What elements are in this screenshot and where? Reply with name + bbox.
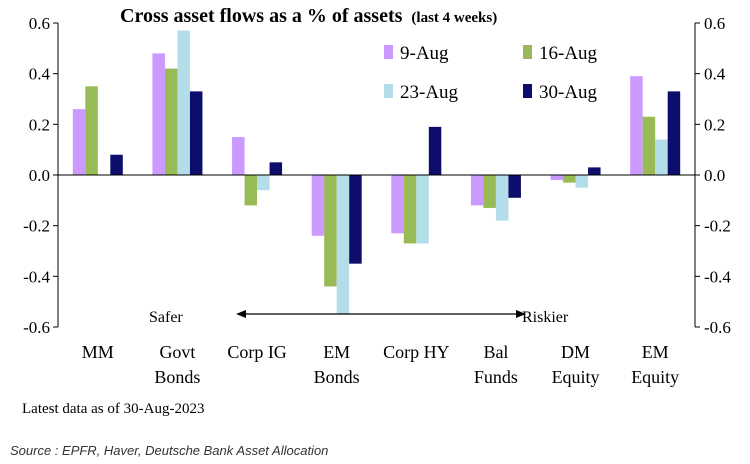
y-tick-label-right: 0.2 [704,115,725,134]
bar-30-aug [189,91,203,175]
y-tick-label-left: -0.6 [23,318,50,337]
y-tick-label-right: 0.0 [704,166,725,185]
category-label: Equity [552,367,600,387]
y-tick-label-right: -0.2 [704,217,731,236]
risk-arrow-head-left [236,310,246,318]
riskier-label: Riskier [522,309,569,326]
bar-30-aug [428,126,442,175]
bar-30-aug [588,167,601,175]
legend-label: 9-Aug [400,43,449,64]
bar-16-aug [85,86,98,175]
legend-swatch [384,84,393,98]
bar-9-aug [311,175,325,236]
y-tick-label-right: 0.6 [704,14,725,33]
bar-23-aug [177,30,190,175]
category-label: DM [561,342,590,362]
chart-title: Cross asset flows as a % of assets (last… [120,5,497,27]
bar-23-aug [257,175,270,191]
bar-23-aug [495,175,509,221]
bar-30-aug [269,162,283,175]
legend-swatch [523,45,532,59]
category-label: Bal [483,342,508,362]
bar-23-aug [416,175,429,244]
bar-9-aug [152,53,165,175]
legend-swatch [523,84,532,98]
category-label: Corp IG [227,342,287,362]
category-label: Corp HY [383,342,450,362]
bar-16-aug [324,175,337,287]
bar-9-aug [550,175,564,181]
bar-9-aug [630,76,643,175]
category-label: MM [82,342,114,362]
legend-label: 16-Aug [539,43,598,64]
y-tick-label-left: -0.4 [23,267,50,286]
category-label: Funds [474,367,518,387]
bar-9-aug [391,175,404,234]
bar-30-aug [349,175,362,264]
category-label: Bonds [314,367,360,387]
category-label: EM [323,342,350,362]
chart-title-suffix: (last 4 weeks) [411,10,497,26]
safer-label: Safer [149,309,183,326]
y-tick-label-left: -0.2 [23,217,50,236]
legend-swatch [384,45,393,59]
bar-30-aug [110,154,123,175]
chart-title-main: Cross asset flows as a % of assets [120,5,403,27]
bar-16-aug [483,175,496,208]
bar-16-aug [403,175,417,244]
bar-9-aug [470,175,484,206]
legend-label: 23-Aug [400,82,459,103]
latest-data-note: Latest data as of 30-Aug-2023 [22,401,204,417]
y-tick-label-right: -0.6 [704,318,731,337]
bar-16-aug [642,116,656,175]
bar-16-aug [244,175,258,206]
bar-30-aug [508,175,521,198]
category-label: Equity [631,367,679,387]
bar-23-aug [655,139,668,175]
category-label: Govt [159,342,195,362]
bar-9-aug [232,137,245,175]
source-note: Source : EPFR, Haver, Deutsche Bank Asse… [10,443,328,458]
risk-arrow-head-right [516,310,526,318]
y-tick-label-left: 0.6 [29,14,50,33]
bar-16-aug [164,68,178,175]
legend-label: 30-Aug [539,82,598,103]
bar-16-aug [563,175,576,183]
category-label: Bonds [154,367,200,387]
y-tick-label-left: 0.2 [29,115,50,134]
y-tick-label-left: 0.4 [29,65,51,84]
y-tick-label-right: 0.4 [704,65,726,84]
plot-area: 0.6 0.6 0.4 0.4 0.2 0.2 0.0 0.0 -0.2 -0.2 -0.4 -0.4… [23,14,731,387]
y-tick-label-left: 0.0 [29,166,50,185]
bar-9-aug [72,109,86,175]
bar-23-aug [575,175,589,188]
category-label: EM [642,342,669,362]
y-tick-label-right: -0.4 [704,267,731,286]
bar-23-aug [336,175,350,315]
bar-30-aug [667,91,681,175]
